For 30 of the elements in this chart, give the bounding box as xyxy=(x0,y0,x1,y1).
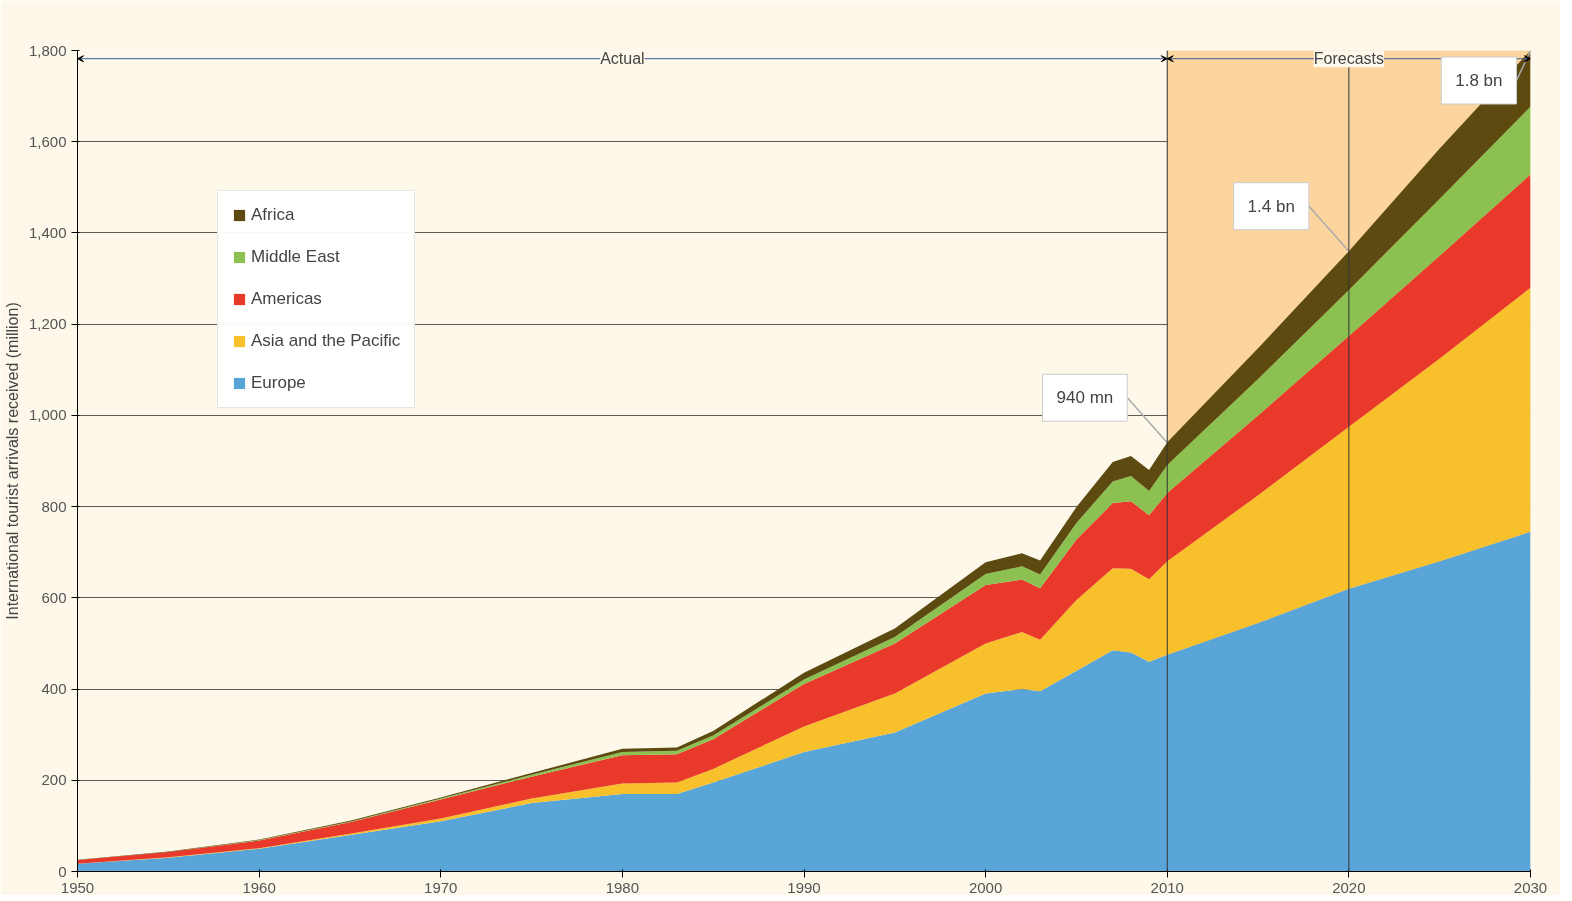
annotation: 940 mn xyxy=(1056,388,1114,408)
x-tick-label: 2000 xyxy=(968,878,1003,896)
x-tick-label: 2020 xyxy=(1332,878,1366,896)
x-tick-label: 2010 xyxy=(1150,878,1184,896)
legend-label: Africa xyxy=(251,205,295,225)
y-tick-label: 400 xyxy=(41,680,67,698)
annotation: 1.4 bn xyxy=(1247,196,1295,216)
y-axis-title: International tourist arrivals received (million) xyxy=(3,302,21,620)
x-tick-label: 1960 xyxy=(242,878,276,896)
annotation: Actual xyxy=(600,50,645,68)
x-tick-label: 1980 xyxy=(605,878,640,896)
x-tick-label: 1970 xyxy=(424,878,458,896)
band-label: Forecasts xyxy=(1313,50,1384,68)
x-tick-label: 2030 xyxy=(1513,878,1548,896)
legend-label: Asia and the Pacific xyxy=(251,331,401,351)
y-tick-label: 200 xyxy=(41,771,67,789)
legend-label: Americas xyxy=(251,289,322,309)
legend-label: Middle East xyxy=(251,247,340,267)
y-tick-label: 1,000 xyxy=(28,406,67,424)
annotation: 1.8 bn xyxy=(1455,71,1503,90)
y-tick-label: 1,800 xyxy=(28,41,67,59)
y-tick-label: 1,600 xyxy=(28,132,67,150)
y-tick-label: 1,200 xyxy=(28,315,67,333)
y-tick-label: 1,400 xyxy=(28,223,67,241)
legend-label: Europe xyxy=(251,373,306,393)
y-tick-label: 600 xyxy=(41,588,67,606)
x-tick-label: 1990 xyxy=(787,878,821,896)
y-tick-label: 0 xyxy=(58,862,67,880)
y-tick-label: 800 xyxy=(41,497,67,515)
x-tick-label: 1950 xyxy=(60,878,95,896)
